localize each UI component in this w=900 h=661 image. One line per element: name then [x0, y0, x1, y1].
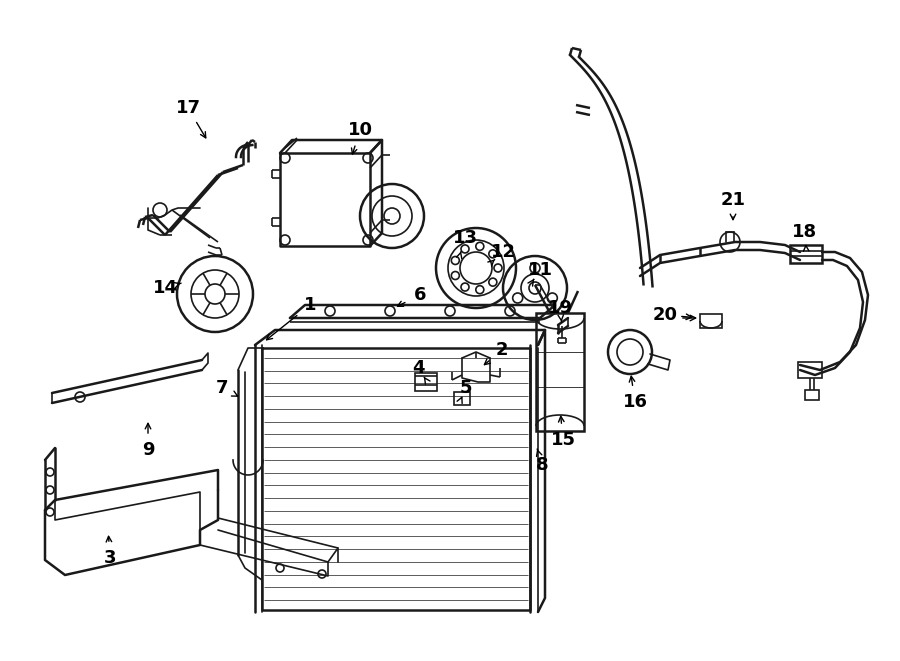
Text: 9: 9	[142, 441, 154, 459]
Bar	[700, 314, 722, 328]
Text: 7: 7	[216, 379, 229, 397]
Text: 11: 11	[527, 261, 553, 279]
Text: 2: 2	[496, 341, 508, 359]
Text: 15: 15	[551, 431, 575, 449]
Text: 16: 16	[623, 393, 647, 411]
Text: 5: 5	[460, 379, 473, 397]
Text: 12: 12	[491, 243, 516, 261]
Bar	[454, 392, 470, 405]
Text: 4: 4	[412, 359, 424, 377]
Text: 18: 18	[792, 223, 817, 241]
Text: 14: 14	[152, 279, 177, 297]
Text: 19: 19	[547, 299, 572, 317]
Text: 13: 13	[453, 229, 478, 247]
Text: 6: 6	[414, 286, 427, 304]
Bar	[415, 373, 437, 391]
Bar	[536, 313, 584, 431]
Bar	[805, 390, 819, 400]
Text: 10: 10	[347, 121, 373, 139]
Bar	[790, 245, 822, 263]
Text: 3: 3	[104, 549, 116, 567]
Text: 20: 20	[652, 306, 678, 324]
Bar	[798, 362, 822, 378]
Text: 8: 8	[536, 456, 548, 474]
Text: 1: 1	[304, 296, 316, 314]
Text: 17: 17	[176, 99, 201, 117]
Text: 21: 21	[721, 191, 745, 209]
